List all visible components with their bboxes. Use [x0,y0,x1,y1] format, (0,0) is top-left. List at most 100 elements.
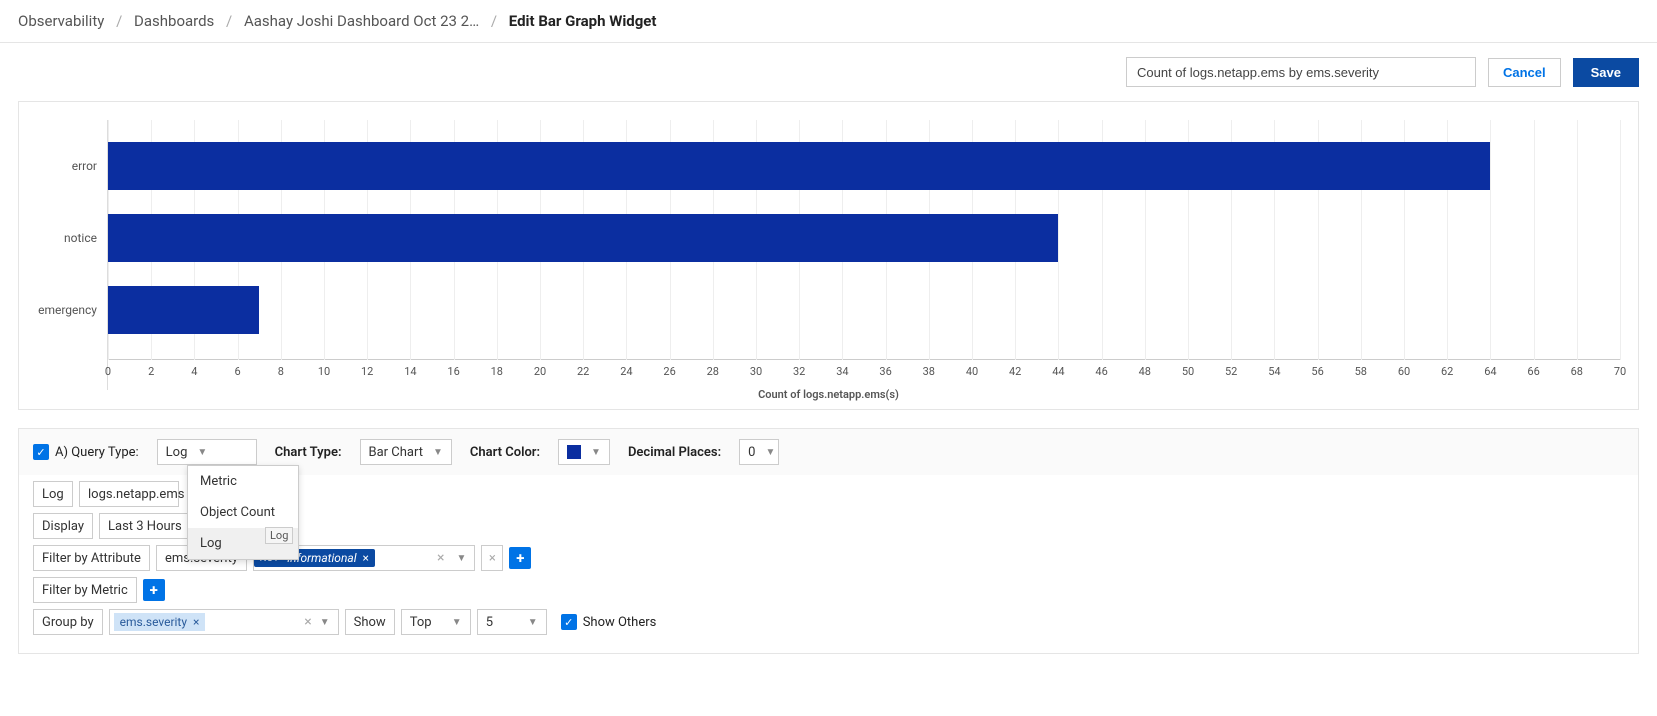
x-tick-label: 2 [148,365,154,378]
chart-type-label: Chart Type: [275,445,342,460]
query-panel: ✓ A) Query Type: Log ▼ Chart Type: Bar C… [18,428,1639,654]
x-tick-label: 22 [577,365,589,378]
show-count-select[interactable]: 5 ▼ [477,609,547,635]
x-tick-label: 10 [318,365,330,378]
tag-remove-icon[interactable]: × [193,615,199,629]
x-tick-label: 70 [1614,365,1626,378]
x-tick-label: 60 [1398,365,1410,378]
breadcrumb-sep: / [226,12,232,30]
groupby-value-box[interactable]: ems.severity × × ▼ [109,609,339,635]
dropdown-item-metric[interactable]: Metric [188,466,298,497]
clear-icon[interactable]: × [300,614,315,630]
display-label-box: Display [33,513,93,539]
x-tick-label: 28 [707,365,719,378]
show-label-box: Show [345,609,395,635]
remove-filter-button[interactable]: × [481,545,503,571]
x-tick-label: 36 [879,365,891,378]
breadcrumb-link-observability[interactable]: Observability [18,12,104,30]
dropdown-item-object-count[interactable]: Object Count [188,497,298,528]
x-tick-label: 54 [1268,365,1280,378]
x-tick-label: 0 [105,365,111,378]
add-filter-attribute-button[interactable]: + [509,547,531,569]
x-tick-label: 62 [1441,365,1453,378]
gridline [1620,120,1621,360]
chart-type-value: Bar Chart [369,445,423,460]
query-enable-checkbox[interactable]: ✓ [33,444,49,460]
display-timerange-value: Last 3 Hours [108,519,182,534]
y-axis-label: error [72,159,97,173]
x-tick-label: 12 [361,365,373,378]
decimal-places-label: Decimal Places: [628,445,721,460]
y-axis-label: notice [64,231,97,245]
x-tick-label: 16 [447,365,459,378]
x-tick-label: 4 [191,365,197,378]
x-tick-label: 30 [750,365,762,378]
chart-type-select[interactable]: Bar Chart ▼ [360,439,452,465]
x-tick-label: 14 [404,365,416,378]
gridline [1577,120,1578,360]
query-type-dropdown: Metric Object Count Log [187,465,299,560]
show-top-select[interactable]: Top ▼ [401,609,471,635]
chevron-down-icon[interactable]: ▼ [316,617,334,628]
chip-remove-icon[interactable]: × [363,551,369,565]
widget-header-bar: Cancel Save [0,43,1657,93]
chart-bar[interactable] [108,286,259,334]
decimal-places-select[interactable]: 0 ▼ [739,439,779,465]
breadcrumb-current: Edit Bar Graph Widget [509,12,657,30]
breadcrumb-link-dashboard-name[interactable]: Aashay Joshi Dashboard Oct 23 2… [244,12,479,30]
log-label-box: Log [33,481,73,507]
x-tick-label: 52 [1225,365,1237,378]
query-type-label: A) Query Type: [55,445,139,460]
save-button[interactable]: Save [1573,58,1639,87]
chart-bar[interactable] [108,142,1490,190]
chevron-down-icon[interactable]: ▼ [452,553,470,564]
x-tick-label: 40 [966,365,978,378]
x-tick-label: 64 [1484,365,1496,378]
x-tick-label: 48 [1139,365,1151,378]
groupby-label: Group by [33,609,103,635]
groupby-tag-label: ems.severity [120,615,187,629]
y-axis-labels: errornoticeemergency [37,120,107,390]
gridline [1534,120,1535,360]
breadcrumb-sep: / [491,12,497,30]
chevron-down-icon: ▼ [197,447,207,458]
chart-plot: 0246810121416182022242628303234363840424… [107,120,1620,390]
log-value-box[interactable]: logs.netapp.ems [79,481,179,507]
chevron-down-icon: ▼ [591,447,601,458]
breadcrumb-sep: / [116,12,122,30]
cancel-button[interactable]: Cancel [1488,58,1561,87]
chart-color-label: Chart Color: [470,445,540,460]
x-axis-line [108,359,1620,360]
chevron-down-icon: ▼ [452,617,462,628]
x-tick-label: 20 [534,365,546,378]
widget-title-input[interactable] [1126,57,1476,87]
breadcrumb: Observability / Dashboards / Aashay Josh… [0,0,1657,43]
x-tick-label: 32 [793,365,805,378]
decimal-places-value: 0 [748,445,755,460]
x-tick-label: 66 [1527,365,1539,378]
x-tick-label: 42 [1009,365,1021,378]
dropdown-tooltip: Log [265,527,293,544]
x-tick-label: 50 [1182,365,1194,378]
x-tick-label: 58 [1355,365,1367,378]
chart-bar[interactable] [108,214,1058,262]
groupby-row: Group by ems.severity × × ▼ Show Top ▼ 5… [33,609,1624,635]
clear-icon[interactable]: × [433,550,448,566]
chart-area: errornoticeemergency 0246810121416182022… [37,120,1620,390]
show-others-checkbox[interactable]: ✓ [561,614,577,630]
x-tick-label: 68 [1571,365,1583,378]
x-tick-label: 46 [1095,365,1107,378]
color-swatch [567,445,581,459]
x-tick-label: 44 [1052,365,1064,378]
breadcrumb-link-dashboards[interactable]: Dashboards [134,12,214,30]
add-filter-metric-button[interactable]: + [143,579,165,601]
groupby-tag: ems.severity × [114,613,206,631]
x-tick-label: 34 [836,365,848,378]
chevron-down-icon: ▼ [433,447,443,458]
query-type-select[interactable]: Log ▼ [157,439,257,465]
x-tick-label: 8 [278,365,284,378]
x-tick-label: 6 [235,365,241,378]
query-type-value: Log [166,445,188,460]
x-tick-label: 18 [491,365,503,378]
chart-color-select[interactable]: ▼ [558,439,610,465]
